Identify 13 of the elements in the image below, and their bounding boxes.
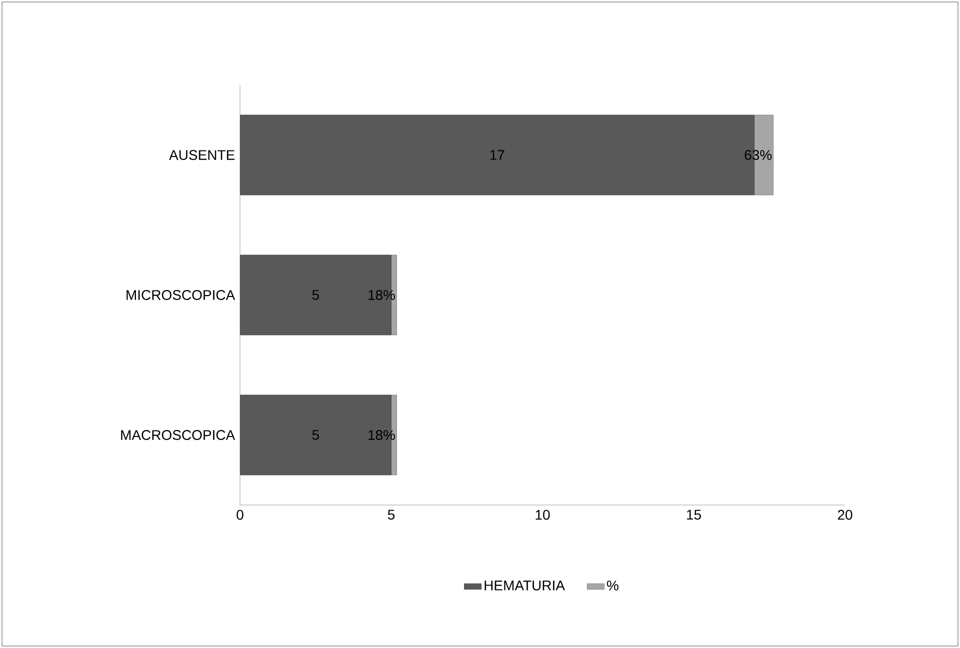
x-tick-label: 10 bbox=[536, 510, 550, 520]
legend-label: % bbox=[606, 580, 618, 590]
data-label: 5 bbox=[312, 290, 319, 300]
y-tick-label: MICROSCOPICA bbox=[126, 290, 236, 300]
y-tick-label: MACROSCOPICA bbox=[121, 430, 236, 440]
x-tick-label: 20 bbox=[838, 510, 852, 520]
y-tick-label: AUSENTE bbox=[169, 150, 235, 160]
x-tick-label: 5 bbox=[388, 510, 395, 520]
x-tick-label: 15 bbox=[687, 510, 701, 520]
x-tick-label: 0 bbox=[236, 510, 244, 520]
data-label: 5 bbox=[312, 430, 319, 440]
legend-label: HEMATURIA bbox=[484, 580, 565, 590]
data-label: 17 bbox=[490, 150, 504, 160]
